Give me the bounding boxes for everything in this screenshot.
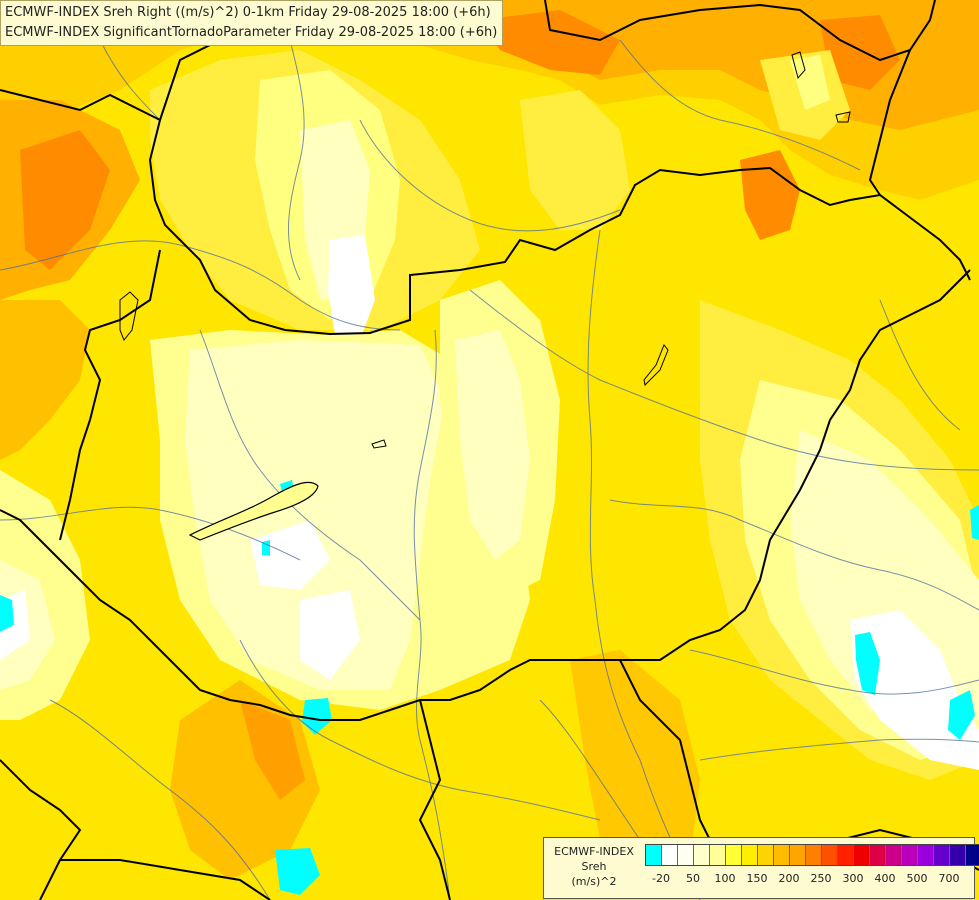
- lake-outline-east: [643, 344, 669, 387]
- legend-swatch: [902, 845, 918, 865]
- cyan-patches: [0, 480, 979, 895]
- legend-swatch: [742, 845, 758, 865]
- legend-swatch: [678, 845, 694, 865]
- legend-swatch: [726, 845, 742, 865]
- legend-swatch: [806, 845, 822, 865]
- color-legend: ECMWF-INDEX Sreh (m/s)^2 -20 50 100 150 200 2…: [543, 837, 979, 899]
- title-line-2: ECMWF-INDEX SignificantTornadoParameter …: [5, 25, 498, 40]
- legend-title-unit: (m/s)^2: [571, 875, 617, 888]
- legend-swatch: [854, 845, 870, 865]
- legend-swatch: [758, 845, 774, 865]
- legend-tick-label: 50: [686, 872, 700, 885]
- legend-swatch: [694, 845, 710, 865]
- lake-outline-small: [371, 439, 387, 449]
- legend-tick-label: 700: [938, 872, 960, 885]
- legend-swatch: [870, 845, 886, 865]
- legend-tick-label: 100: [714, 872, 736, 885]
- legend-title: ECMWF-INDEX Sreh (m/s)^2: [544, 844, 644, 889]
- legend-swatch: [774, 845, 790, 865]
- lake-outline: [188, 481, 319, 541]
- legend-tick-label: 500: [906, 872, 928, 885]
- small-contours: [119, 51, 851, 341]
- pale-zones: [0, 50, 979, 780]
- legend-swatch: [966, 845, 979, 865]
- legend-tick-label: 300: [842, 872, 864, 885]
- legend-swatch: [662, 845, 678, 865]
- rivers: [0, 39, 979, 900]
- legend-title-model: ECMWF-INDEX: [554, 845, 634, 858]
- legend-tick-label: 200: [778, 872, 800, 885]
- title-line-1: ECMWF-INDEX Sreh Right ((m/s)^2) 0-1km F…: [5, 5, 491, 20]
- map-title-box: ECMWF-INDEX Sreh Right ((m/s)^2) 0-1km F…: [0, 0, 504, 46]
- legend-swatch: [886, 845, 902, 865]
- legend-tick-label: -20: [652, 872, 670, 885]
- legend-swatch: [646, 845, 662, 865]
- legend-swatches: [645, 844, 979, 866]
- legend-ticks: -20 50 100 150 200 250 300 400 500 700: [645, 872, 965, 888]
- legend-swatch: [822, 845, 838, 865]
- legend-tick-label: 250: [810, 872, 832, 885]
- legend-tick-label: 400: [874, 872, 896, 885]
- legend-swatch: [918, 845, 934, 865]
- legend-swatch: [934, 845, 950, 865]
- legend-swatch: [710, 845, 726, 865]
- legend-title-param: Sreh: [581, 860, 607, 873]
- legend-swatch: [790, 845, 806, 865]
- legend-swatch: [838, 845, 854, 865]
- legend-swatch: [950, 845, 966, 865]
- legend-tick-label: 150: [746, 872, 768, 885]
